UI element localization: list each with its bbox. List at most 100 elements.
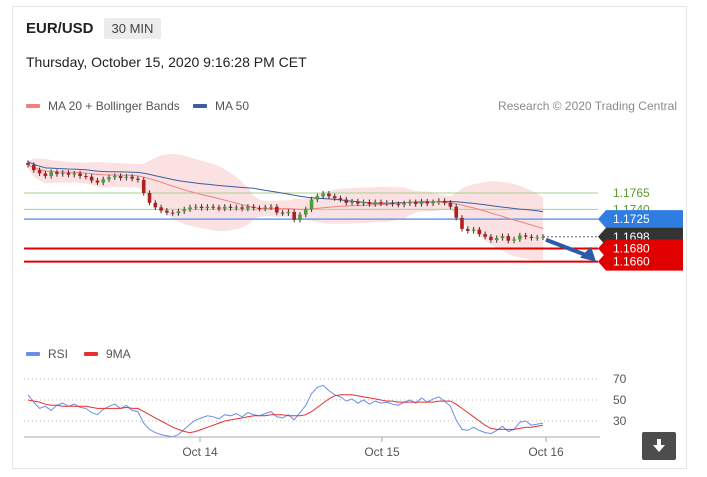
legend-ma50-label: MA 50 bbox=[215, 99, 250, 113]
candle-body bbox=[506, 236, 511, 241]
symbol-label: EUR/USD bbox=[26, 19, 94, 37]
candle-body bbox=[66, 172, 71, 175]
candle-body bbox=[240, 207, 244, 209]
candle-body bbox=[222, 206, 227, 209]
bollinger-band bbox=[28, 153, 543, 260]
candle-body bbox=[483, 234, 487, 237]
candle-body bbox=[344, 199, 349, 203]
candle-body bbox=[413, 202, 418, 205]
candle-body bbox=[286, 211, 291, 214]
legend-ma20: MA 20 + Bollinger Bands bbox=[26, 99, 180, 113]
x-tick-label-1: Oct 15 bbox=[364, 445, 400, 459]
candle-body bbox=[327, 193, 331, 197]
legend-rsi: RSI bbox=[26, 347, 68, 361]
candle-body bbox=[518, 235, 522, 240]
candle-body bbox=[124, 176, 129, 178]
chart-header: EUR/USD 30 MIN bbox=[26, 16, 162, 40]
candle-body bbox=[78, 173, 82, 177]
candle-body bbox=[31, 164, 36, 171]
candle-body bbox=[101, 179, 106, 183]
candle-body bbox=[60, 172, 65, 175]
candle-body bbox=[356, 201, 360, 204]
candle-body bbox=[367, 202, 372, 205]
candle-body bbox=[396, 204, 401, 206]
level-label-1.1765: 1.1765 bbox=[613, 186, 650, 200]
legend-ma20-label: MA 20 + Bollinger Bands bbox=[48, 99, 180, 113]
candle-body bbox=[107, 177, 111, 180]
candle-body bbox=[292, 211, 296, 220]
rsi-swatch bbox=[26, 352, 40, 356]
candle-body bbox=[448, 202, 453, 207]
level-tag-1.1660 bbox=[598, 252, 683, 271]
legend-9ma-label: 9MA bbox=[106, 347, 131, 361]
candle-body bbox=[159, 207, 163, 211]
timeframe-badge[interactable]: 30 MIN bbox=[103, 17, 162, 39]
candle-body bbox=[49, 172, 53, 177]
ma50-line bbox=[27, 161, 544, 213]
candle-body bbox=[431, 202, 435, 204]
download-button[interactable] bbox=[642, 432, 676, 460]
candle-body bbox=[147, 193, 152, 203]
legend-rsi-label: RSI bbox=[48, 347, 69, 361]
level-tag-text-1.1680: 1.1680 bbox=[613, 242, 650, 256]
candle-body bbox=[89, 176, 94, 181]
candle-body bbox=[95, 180, 100, 183]
candle-body bbox=[465, 228, 470, 231]
rsi-line bbox=[27, 384, 544, 438]
candle-body bbox=[211, 206, 215, 208]
candle-body bbox=[425, 201, 430, 204]
candle-body bbox=[350, 201, 354, 203]
rsi-tick-70: 70 bbox=[613, 372, 627, 386]
x-tick-label-2: Oct 16 bbox=[528, 445, 564, 459]
candle-body bbox=[408, 202, 412, 204]
candle-body bbox=[379, 202, 383, 204]
credit-label: Research © 2020 Trading Central bbox=[498, 99, 677, 113]
candle-body bbox=[402, 203, 406, 205]
candles bbox=[26, 160, 545, 244]
candle-body bbox=[176, 211, 181, 214]
candle-body bbox=[373, 202, 377, 205]
candle-body bbox=[246, 206, 250, 209]
candle-body bbox=[309, 199, 314, 210]
candle-body bbox=[182, 209, 187, 212]
datetime-label: Thursday, October 15, 2020 9:16:28 PM CE… bbox=[26, 54, 307, 70]
legend-9ma: 9MA bbox=[84, 347, 131, 361]
legend-ma50: MA 50 bbox=[193, 99, 249, 113]
forecast-arrow-shaft bbox=[545, 237, 591, 259]
candle-body bbox=[263, 207, 268, 209]
candle-body bbox=[303, 209, 308, 215]
candle-body bbox=[269, 206, 273, 208]
candle-body bbox=[194, 206, 198, 208]
ma50-swatch bbox=[193, 104, 207, 108]
candle-body bbox=[494, 238, 499, 241]
candle-body bbox=[460, 217, 464, 229]
ma20-line bbox=[27, 164, 544, 229]
ma20-swatch bbox=[26, 104, 40, 108]
candle-body bbox=[298, 214, 302, 220]
candle-body bbox=[321, 193, 325, 197]
candle-body bbox=[153, 202, 158, 208]
candle-body bbox=[384, 202, 389, 204]
candle-body bbox=[130, 176, 134, 179]
ma9-swatch bbox=[84, 352, 98, 356]
candle-body bbox=[43, 173, 48, 177]
download-arrow-icon bbox=[653, 439, 665, 452]
candle-body bbox=[361, 202, 366, 204]
candle-body bbox=[37, 170, 42, 174]
candle-body bbox=[280, 212, 285, 214]
candle-body bbox=[454, 206, 459, 218]
candle-body bbox=[541, 236, 545, 238]
candle-body bbox=[477, 229, 482, 235]
rsi-tick-50: 50 bbox=[613, 393, 627, 407]
candle-body bbox=[390, 202, 395, 205]
candle-body bbox=[112, 176, 117, 178]
candle-body bbox=[251, 206, 256, 209]
candle-body bbox=[442, 200, 447, 203]
candle-body bbox=[228, 206, 233, 209]
candle-body bbox=[275, 206, 279, 213]
level-tag-text-1.1725: 1.1725 bbox=[613, 212, 650, 226]
candle-body bbox=[257, 208, 262, 210]
candle-body bbox=[217, 207, 221, 209]
level-tag-1.1725 bbox=[598, 210, 683, 229]
